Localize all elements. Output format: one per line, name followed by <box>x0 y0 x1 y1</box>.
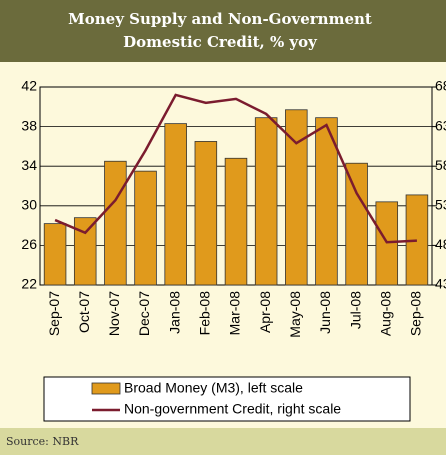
line <box>54 93 417 244</box>
bar <box>134 170 157 286</box>
bar <box>345 162 368 286</box>
legend-label: Broad Money (M3), left scale <box>124 380 303 396</box>
y2-tick-label: 53 <box>435 197 446 213</box>
x-tick-label: Jul-08 <box>347 291 363 329</box>
legend-swatch <box>91 382 121 395</box>
bar <box>285 109 308 286</box>
y-tick-label: 34 <box>21 157 37 173</box>
x-tick-label: Dec-07 <box>136 291 152 336</box>
x-tick-label: May-08 <box>287 291 303 338</box>
bar <box>254 117 278 286</box>
chart-title: Domestic Credit, % yoy <box>123 33 318 51</box>
y-tick-label: 38 <box>21 117 37 133</box>
legend-label: Non-government Credit, right scale <box>124 401 341 417</box>
source: Source: NBR <box>6 435 79 448</box>
bar <box>164 123 187 286</box>
y2-tick-label: 58 <box>435 157 446 173</box>
y2-tick-label: 63 <box>435 117 446 133</box>
x-tick-label: Apr-08 <box>257 291 273 333</box>
y-tick-label: 22 <box>21 276 37 292</box>
bar <box>315 117 338 286</box>
x-tick-label: Oct-07 <box>76 291 92 333</box>
x-tick-label: Jan-08 <box>166 291 182 334</box>
chart-title: Money Supply and Non-Government <box>68 10 372 28</box>
bar <box>194 141 218 286</box>
x-tick-label: Mar-08 <box>227 291 243 336</box>
x-tick-label: Nov-07 <box>106 291 122 336</box>
x-tick-label: Jun-08 <box>317 291 333 334</box>
bar <box>224 157 248 286</box>
y-tick-label: 42 <box>21 78 37 94</box>
header <box>0 0 446 62</box>
y2-tick-label: 43 <box>435 276 446 292</box>
bar <box>73 217 97 286</box>
y2-tick-label: 48 <box>435 236 446 252</box>
x-tick-label: Sep-07 <box>46 291 62 336</box>
y-tick-label: 30 <box>21 197 37 213</box>
y-tick-label: 26 <box>21 236 37 252</box>
bar <box>405 194 429 286</box>
bar <box>43 223 67 286</box>
source-band <box>0 428 446 455</box>
x-tick-label: Feb-08 <box>197 291 213 336</box>
y2-tick-label: 68 <box>435 78 446 94</box>
x-tick-label: Sep-08 <box>408 291 424 336</box>
x-tick-label: Aug-08 <box>377 291 393 336</box>
bar <box>104 160 127 286</box>
